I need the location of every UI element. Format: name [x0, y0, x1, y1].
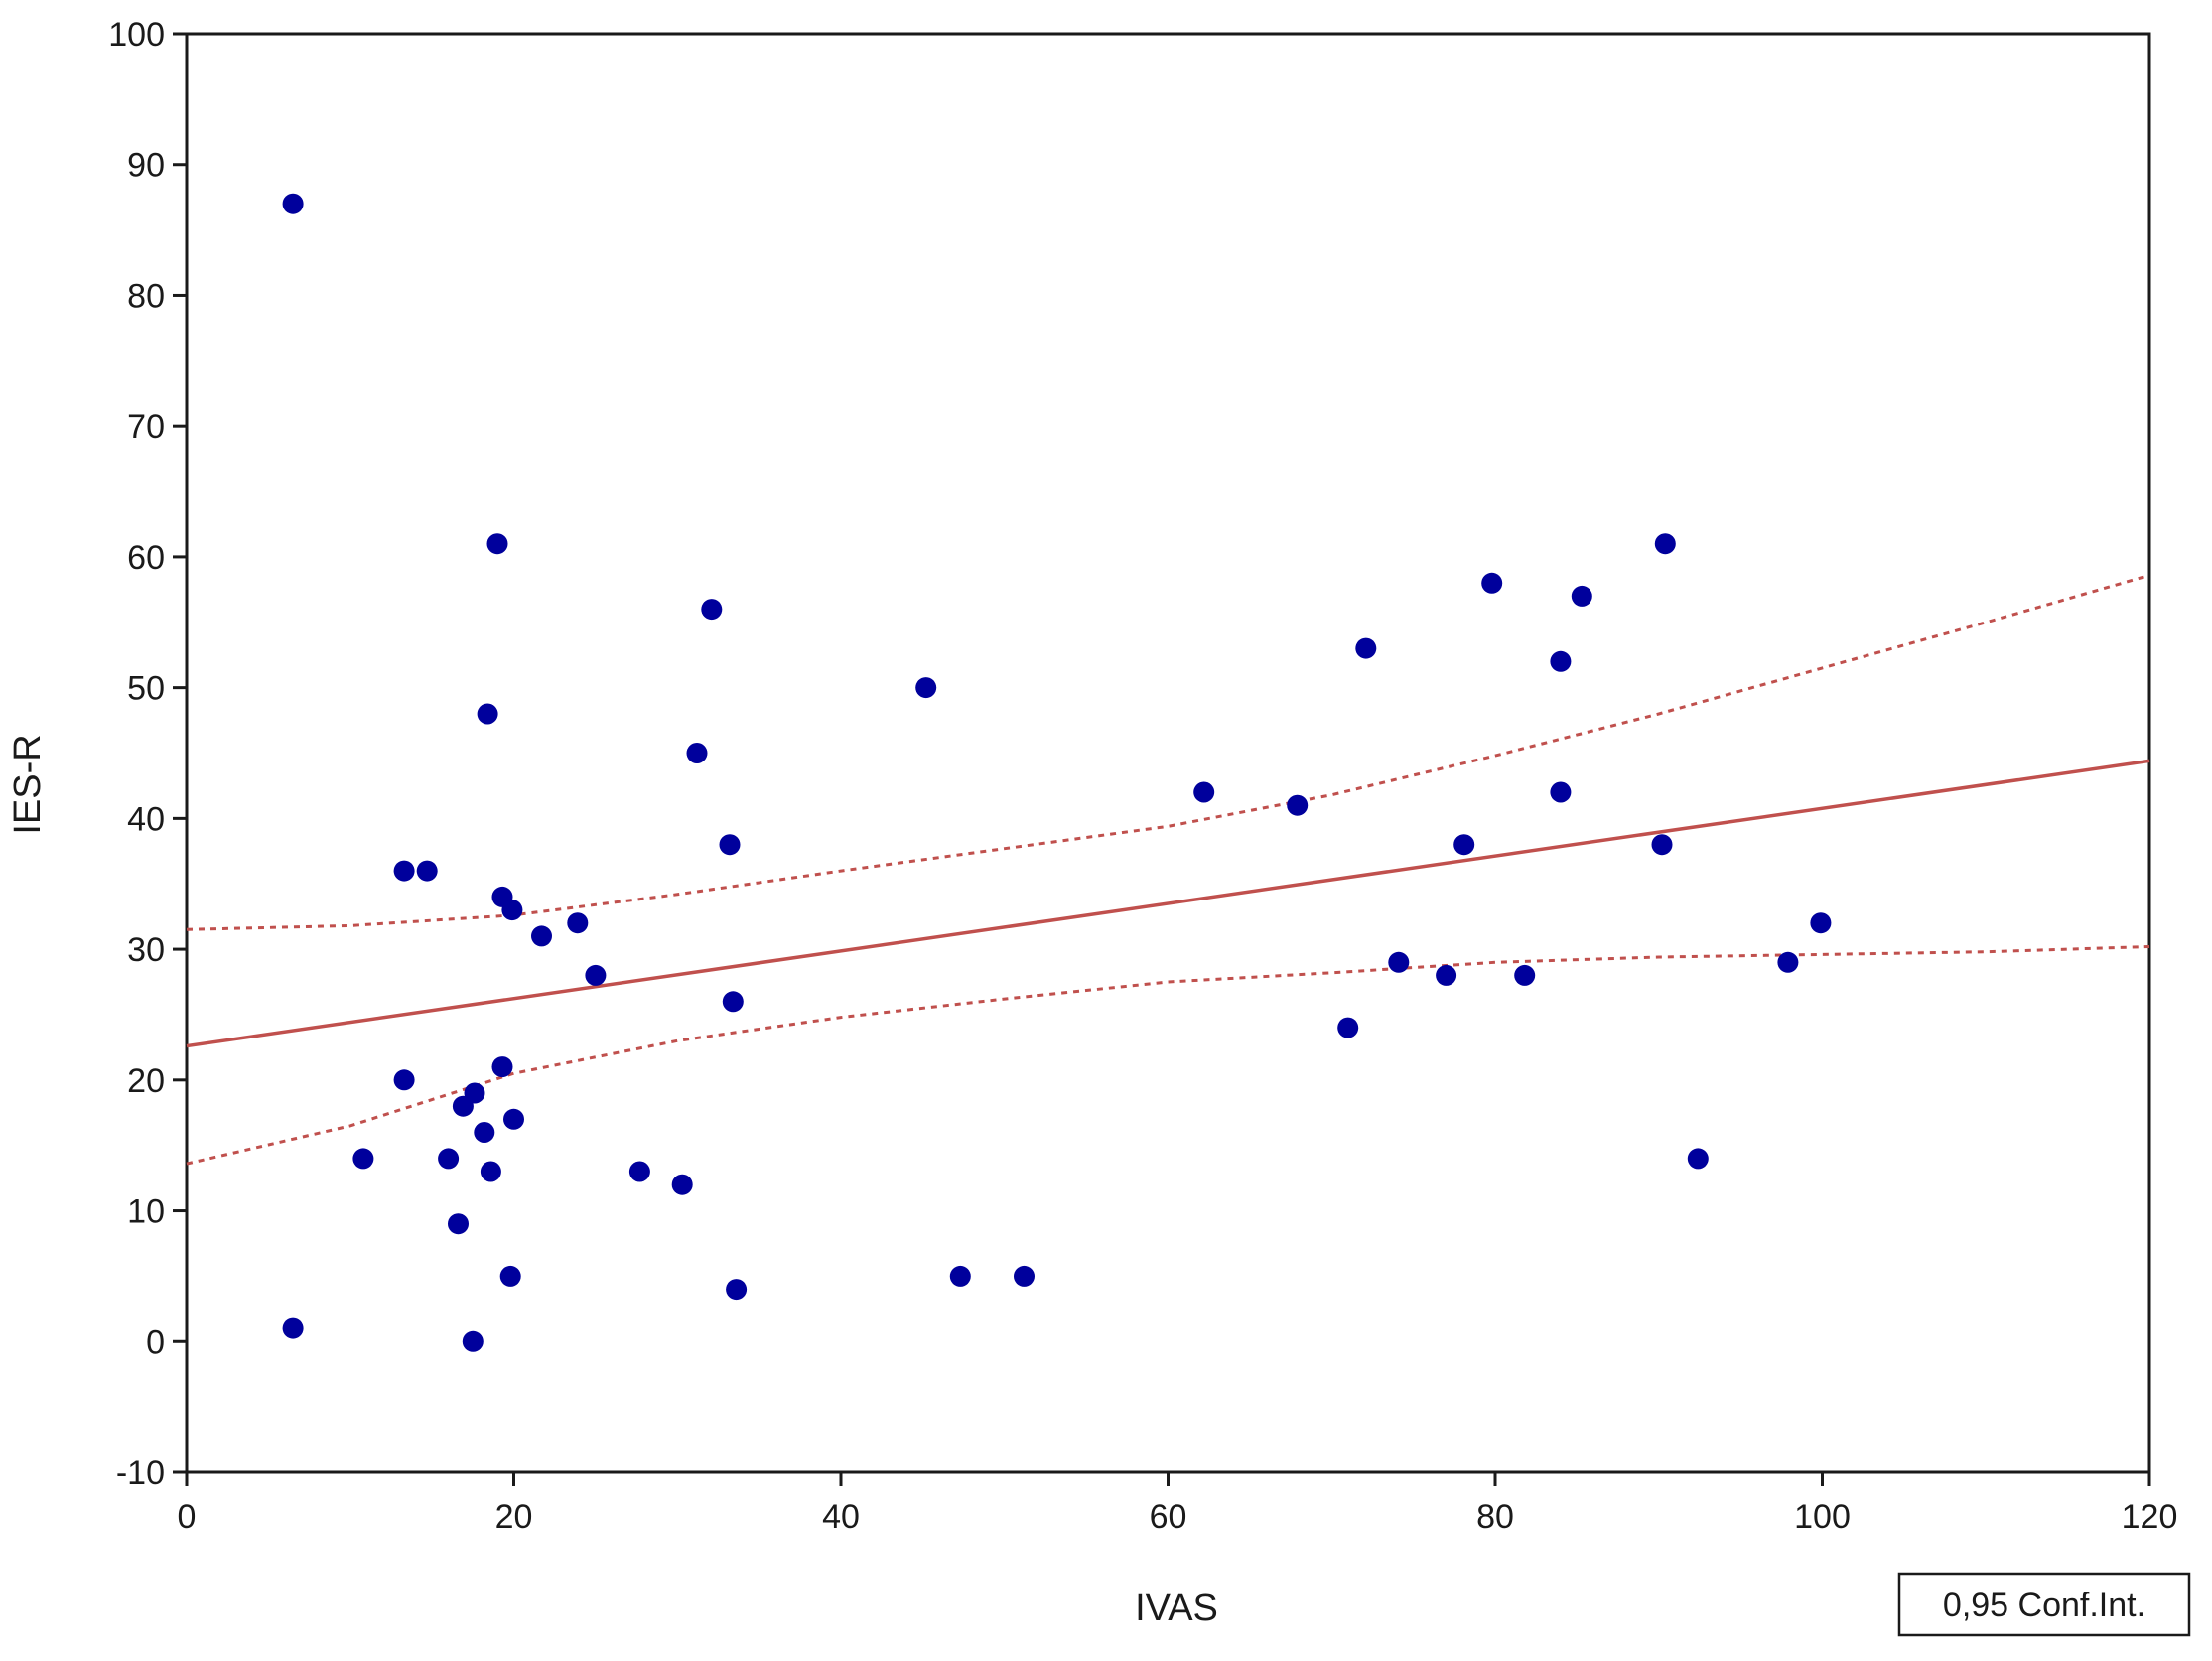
y-tick-label: 50	[127, 670, 165, 708]
data-point	[719, 834, 741, 856]
data-point	[1014, 1265, 1035, 1287]
data-point	[282, 1317, 304, 1339]
x-axis-title: IVAS	[1135, 1588, 1218, 1629]
fit-line	[186, 759, 2150, 1048]
data-point	[1514, 964, 1536, 986]
data-point	[915, 677, 937, 699]
data-point	[486, 533, 508, 555]
data-point	[585, 964, 607, 986]
y-tick-label: 80	[127, 277, 165, 315]
data-point	[480, 1161, 501, 1182]
x-tick-label: 100	[1794, 1498, 1851, 1536]
y-tick-label: 20	[127, 1062, 165, 1100]
y-tick-label: 90	[127, 147, 165, 185]
y-tick-label: 100	[108, 16, 165, 54]
data-point	[1687, 1148, 1709, 1170]
data-point	[686, 743, 708, 763]
data-point	[503, 1108, 524, 1130]
data-point	[282, 193, 304, 214]
data-point	[726, 1279, 748, 1301]
data-points	[282, 193, 1832, 1352]
y-axis-title: IES-R	[7, 734, 49, 834]
data-point	[1550, 781, 1572, 803]
data-point	[1481, 572, 1503, 594]
y-axis-ticks: -10 0 10 20 30 40 50 60 70 80 90 100	[108, 16, 187, 1492]
data-point	[1355, 637, 1377, 659]
y-tick-label: 30	[127, 931, 165, 969]
data-point	[1287, 794, 1309, 816]
data-point	[438, 1148, 460, 1170]
data-point	[949, 1265, 971, 1287]
data-point	[567, 912, 589, 934]
y-tick-label: 70	[127, 408, 165, 446]
data-point	[501, 900, 523, 921]
data-point	[477, 703, 498, 725]
y-tick-label: 0	[146, 1323, 165, 1361]
data-point	[722, 991, 744, 1013]
data-point	[1436, 964, 1457, 986]
x-tick-label: 80	[1476, 1498, 1514, 1536]
x-tick-label: 40	[822, 1498, 860, 1536]
data-point	[1193, 781, 1215, 803]
data-point	[1550, 650, 1572, 672]
y-tick-label: 10	[127, 1193, 165, 1231]
data-point	[1777, 951, 1799, 973]
data-point	[1654, 533, 1676, 555]
data-point	[491, 1056, 513, 1078]
data-point	[1651, 834, 1673, 856]
data-point	[416, 860, 438, 882]
legend-label: 0,95 Conf.Int.	[1943, 1587, 2145, 1624]
x-tick-label: 60	[1150, 1498, 1187, 1536]
data-point	[393, 860, 415, 882]
data-point	[393, 1069, 415, 1091]
legend-box: 0,95 Conf.Int.	[1897, 1572, 2191, 1637]
data-point	[1337, 1017, 1359, 1038]
data-point	[1571, 585, 1592, 607]
data-point	[628, 1161, 650, 1182]
data-point	[671, 1174, 693, 1195]
x-tick-label: 20	[495, 1498, 533, 1536]
data-point	[474, 1122, 495, 1143]
data-point	[531, 925, 552, 947]
data-point	[1388, 951, 1410, 973]
data-point	[448, 1213, 469, 1235]
y-tick-label: 60	[127, 539, 165, 577]
regression-line	[186, 759, 2150, 1048]
y-tick-label: 40	[127, 800, 165, 838]
x-axis-ticks: 0 20 40 60 80 100 120	[178, 1472, 2178, 1536]
data-point	[1810, 912, 1832, 934]
data-point	[701, 599, 723, 621]
data-point	[1453, 834, 1475, 856]
x-tick-label: 120	[2122, 1498, 2178, 1536]
x-tick-label: 0	[178, 1498, 197, 1536]
data-point	[462, 1330, 484, 1352]
data-point	[352, 1148, 374, 1170]
y-tick-label: -10	[116, 1454, 165, 1492]
data-point	[499, 1265, 521, 1287]
data-point	[464, 1082, 485, 1104]
